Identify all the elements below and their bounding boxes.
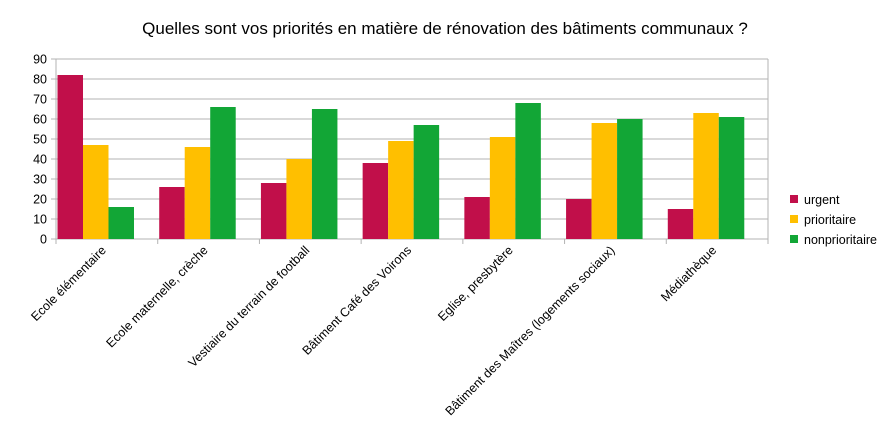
x-category-label: Bâtiment Café des Voirons [300,243,415,358]
y-tick-label: 60 [33,113,47,127]
legend-label-prioritaire: prioritaire [804,213,856,227]
bar-urgent [57,75,83,239]
bar-nonprioritaire [311,109,338,239]
y-tick-label: 10 [33,213,47,227]
chart-title: Quelles sont vos priorités en matière de… [142,19,748,38]
y-tick-label: 50 [33,133,47,147]
bar-urgent [464,197,490,239]
y-tick-label: 80 [33,73,47,87]
bar-prioritaire [83,145,109,239]
y-tick-label: 90 [33,53,47,67]
y-tick-label: 70 [33,93,47,107]
x-category-label: Bâtiment des Maîtres (logements sociaux) [443,243,618,418]
legend-swatch-prioritaire [790,215,798,223]
bar-nonprioritaire [617,119,643,239]
x-category-label: Médiathèque [658,243,719,304]
bar-prioritaire [693,113,719,239]
legend-swatch-nonprioritaire [790,235,798,243]
bars [57,75,745,239]
y-tick-label: 20 [33,193,47,207]
y-tick-label: 30 [33,173,47,187]
bar-urgent [260,183,287,239]
bar-prioritaire [286,159,312,239]
y-tick-label: 40 [33,153,47,167]
bar-urgent [566,199,592,239]
bar-nonprioritaire [718,117,745,239]
legend-label-urgent: urgent [804,193,840,207]
x-category-label: Eglise, presbytère [435,243,516,324]
bar-nonprioritaire [210,107,236,239]
legend: urgent prioritaire nonprioritaire [790,193,877,247]
x-category-label: Ecole élémentaire [28,243,109,324]
y-axis: 0 10 20 30 40 50 60 70 80 90 [33,53,769,247]
legend-swatch-urgent [790,195,798,203]
bar-prioritaire [489,137,516,239]
bar-urgent [667,209,694,239]
bar-nonprioritaire [515,103,541,239]
bar-prioritaire [591,123,618,239]
bar-urgent [159,187,185,239]
x-category-label: Vestiaire du terrain de football [186,243,313,370]
bar-prioritaire [388,141,414,239]
y-tick-label: 0 [40,233,47,247]
bar-nonprioritaire [108,207,134,239]
bar-urgent [362,163,389,239]
bar-nonprioritaire [413,125,440,239]
x-category-label: Ecole maternelle, crèche [104,243,211,350]
legend-label-nonprioritaire: nonprioritaire [804,233,877,247]
bar-prioritaire [184,147,211,239]
